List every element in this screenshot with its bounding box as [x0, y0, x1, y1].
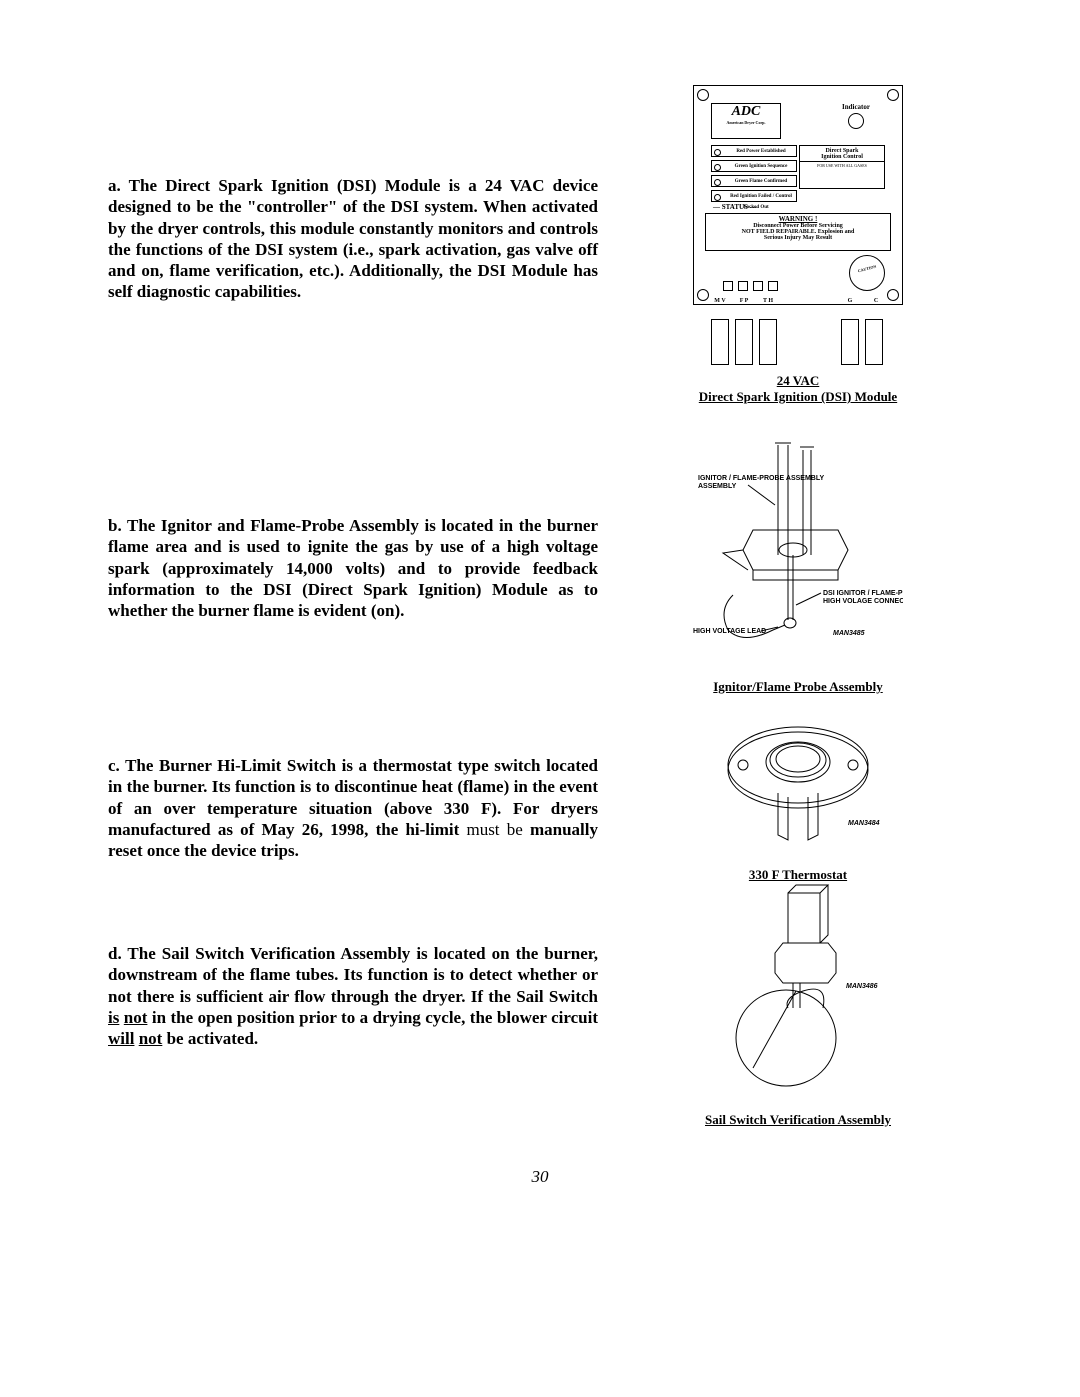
dsi-module-diagram: ADC American Dryer Corp. Indicator Red P… — [693, 85, 903, 365]
thermostat-caption: 330 F Thermostat — [618, 867, 978, 883]
dsi-logo: ADC American Dryer Corp. — [711, 103, 781, 139]
ignitor-caption: Ignitor/Flame Probe Assembly — [618, 679, 978, 695]
figure-dsi: ADC American Dryer Corp. Indicator Red P… — [618, 85, 978, 405]
section-a: a. The Direct Spark Ignition (DSI) Modul… — [108, 175, 978, 405]
dsi-status: — STATUS — — [713, 203, 757, 211]
section-d: d. The Sail Switch Verification Assembly… — [108, 943, 978, 1128]
sail-diagram: MAN3486 — [708, 883, 888, 1093]
dsi-caption-2: Direct Spark Ignition (DSI) Module — [618, 389, 978, 405]
dsi-caption-1: 24 VAC — [618, 373, 978, 389]
page-number: 30 — [0, 1167, 1080, 1187]
figure-sail: MAN3486 Sail Switch Verification Assembl… — [618, 883, 978, 1128]
svg-text:IGNITOR / FLAME-PROBE ASSEMBLY: IGNITOR / FLAME-PROBE ASSEMBLY — [698, 475, 824, 482]
section-d-text: d. The Sail Switch Verification Assembly… — [108, 943, 618, 1049]
page-content: a. The Direct Spark Ignition (DSI) Modul… — [108, 175, 978, 1188]
svg-text:HIGH VOLTAGE LEAD: HIGH VOLTAGE LEAD — [693, 628, 766, 635]
dsi-warning: WARNING ! Disconnect Power Before Servic… — [705, 213, 891, 251]
sail-caption: Sail Switch Verification Assembly — [618, 1112, 978, 1128]
figure-thermostat: MAN3484 330 F Thermostat — [618, 715, 978, 883]
svg-text:MAN3486: MAN3486 — [846, 983, 878, 990]
svg-text:ASSEMBLY: ASSEMBLY — [698, 483, 737, 490]
dsi-leds: Red Power Established Green Ignition Seq… — [711, 145, 797, 205]
ignitor-diagram: IGNITOR / FLAME-PROBE ASSEMBLY ASSEMBLY … — [693, 435, 903, 655]
thermostat-diagram: MAN3484 — [708, 715, 888, 855]
dsi-indicator: Indicator — [827, 103, 885, 129]
dsi-terminals: M V F P T H G C — [693, 300, 903, 365]
dsi-caution: CAUTION — [849, 255, 885, 291]
svg-text:DSI IGNITOR / FLAME-PROBE: DSI IGNITOR / FLAME-PROBE — [823, 590, 903, 597]
svg-text:MAN3485: MAN3485 — [833, 630, 865, 637]
section-a-text: a. The Direct Spark Ignition (DSI) Modul… — [108, 175, 618, 303]
dsi-mid-label: Direct Spark Ignition Control FOR USE WI… — [799, 145, 885, 189]
svg-text:HIGH VOLAGE CONNECTOR: HIGH VOLAGE CONNECTOR — [823, 598, 903, 605]
section-b-text: b. The Ignitor and Flame-Probe Assembly … — [108, 515, 618, 621]
section-b: b. The Ignitor and Flame-Probe Assembly … — [108, 515, 978, 695]
figure-ignitor: IGNITOR / FLAME-PROBE ASSEMBLY ASSEMBLY … — [618, 435, 978, 695]
section-c: c. The Burner Hi-Limit Switch is a therm… — [108, 755, 978, 883]
svg-text:MAN3484: MAN3484 — [848, 820, 880, 827]
section-c-text: c. The Burner Hi-Limit Switch is a therm… — [108, 755, 618, 861]
